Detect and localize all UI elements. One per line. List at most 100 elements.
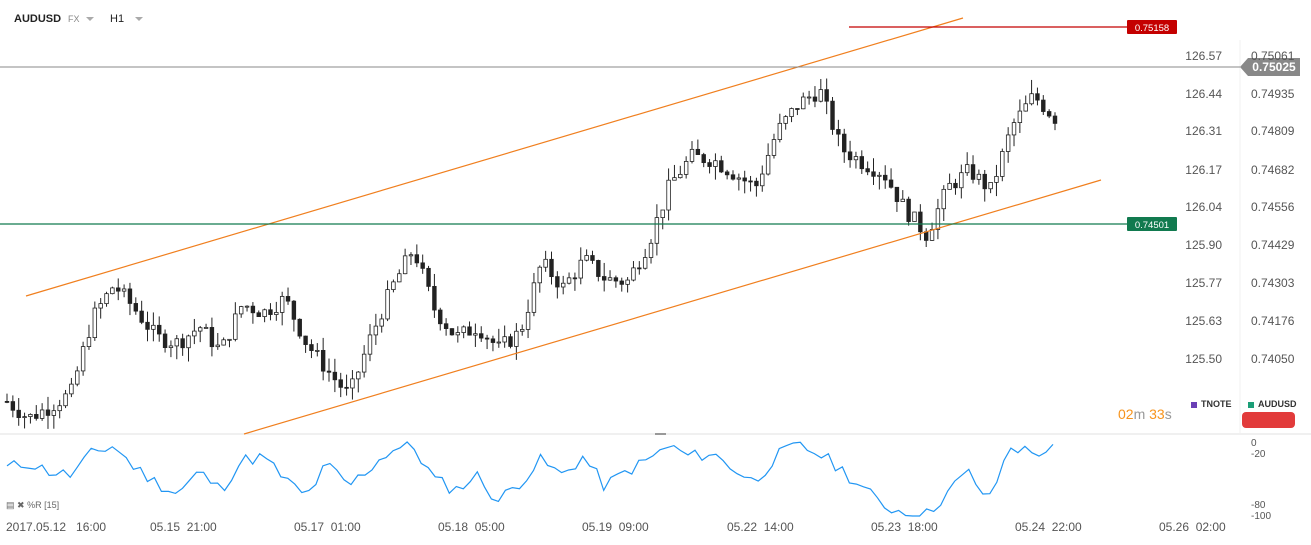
y-tick-right: 0.74303 [1251,276,1295,290]
y-tick-left: 125.50 [1185,352,1222,366]
candle-body [467,326,472,336]
symbol-label[interactable]: AUDUSD [14,13,62,25]
y-tick-left: 126.04 [1185,200,1222,214]
candle-body [110,287,115,295]
candle-body [631,267,636,281]
candle-body [842,133,847,153]
candle-body [250,305,256,314]
candle-body [812,96,818,102]
candle-body [970,164,976,180]
candle-body [730,174,736,180]
indicator-tick: 0 [1251,438,1257,449]
legend-item-audusd[interactable]: AUDUSD [1248,399,1297,409]
candle-body [455,332,461,336]
support-price-label: 0.74501 [1135,220,1169,231]
candle-body [484,337,490,340]
candle-body [449,328,455,336]
candle-body [162,333,168,348]
y-axis-left: 126.57 126.44 126.31 126.17 126.04 125.9… [1185,49,1222,366]
legend-label-tnote: TNOTE [1201,399,1232,409]
candle-body [783,116,788,124]
candle-body [883,174,888,181]
x-tick: 05.17 01:00 [294,520,361,534]
indicator-label[interactable]: ▤ ✖ %R [15] [6,500,59,511]
market-label[interactable]: FX [68,14,80,24]
candle-body [69,383,74,395]
current-price-badge [1240,58,1300,76]
candle-body [994,176,999,183]
candle-body [238,306,244,315]
candle-body [1029,93,1034,105]
support-price-badge [1127,217,1177,231]
candle-body [777,122,783,140]
candle-body [303,335,308,345]
y-tick-right: 0.74682 [1251,163,1295,177]
timeframe-dropdown-icon[interactable] [135,17,143,21]
channel-upper-line[interactable] [25,17,964,297]
candle-body [818,89,824,102]
candle-body [367,334,373,355]
countdown-seconds: 33 [1149,406,1165,422]
candle-body [719,160,724,173]
candle-body [982,173,987,190]
candle-body [1035,93,1040,101]
y-tick-right: 0.74176 [1251,314,1295,328]
y-axis-right: 0.75061 0.74935 0.74809 0.74682 0.74556 … [1251,49,1295,366]
candle-body [502,336,507,343]
candle-body [1017,110,1023,123]
candle-body [625,279,630,285]
candle-body [765,154,771,175]
legend-item-tnote[interactable]: TNOTE [1191,399,1232,409]
candle-body [508,336,513,347]
candle-body [10,401,16,411]
timeframe-label[interactable]: H1 [110,13,125,25]
indicator-tick: -80 [1251,500,1266,511]
candle-body [192,330,197,337]
y-tick-right: 0.75061 [1251,49,1295,63]
indicator-menu-icon[interactable]: ▤ [6,500,15,510]
candle-body [953,182,958,189]
candle-body [227,338,232,341]
candle-body [63,393,68,407]
candle-body [1046,111,1052,117]
candle-body [344,386,349,389]
candle-body [51,410,57,416]
candle-body [566,277,572,284]
candle-body [1023,103,1028,112]
candle-body [525,311,531,330]
candle-body [479,333,484,339]
candle-body [988,182,993,190]
alert-button[interactable] [1242,412,1295,428]
candle-body [75,370,80,385]
candle-body [414,254,420,264]
market-dropdown-icon[interactable] [86,17,94,21]
candle-body [1005,134,1011,152]
candle-body [473,333,478,336]
candle-body [157,324,162,335]
indicator-y-axis: 0 -20 -80 -100 [1251,438,1271,522]
candle-body [145,321,150,330]
candle-body [830,100,835,130]
channel-lower-line[interactable] [243,179,1102,435]
candle-body [531,282,537,313]
candle-body [274,312,279,315]
candle-body [555,276,560,288]
candle-body [215,344,220,348]
candle-body [871,171,876,177]
candle-body [39,409,45,419]
candle-body [590,255,595,261]
candle-body [98,303,103,309]
indicator-close-icon[interactable]: ✖ [17,500,25,510]
audusd-color-swatch [1248,401,1254,408]
candle-body [57,405,62,412]
countdown-minutes: 02 [1118,406,1134,422]
candle-body [420,262,425,269]
candle-body [836,129,841,135]
candle-body [1011,122,1017,136]
candle-body [742,177,747,182]
candle-body [203,327,209,329]
candle-body [361,353,367,373]
candle-body [80,346,86,372]
candle-body [139,310,144,323]
